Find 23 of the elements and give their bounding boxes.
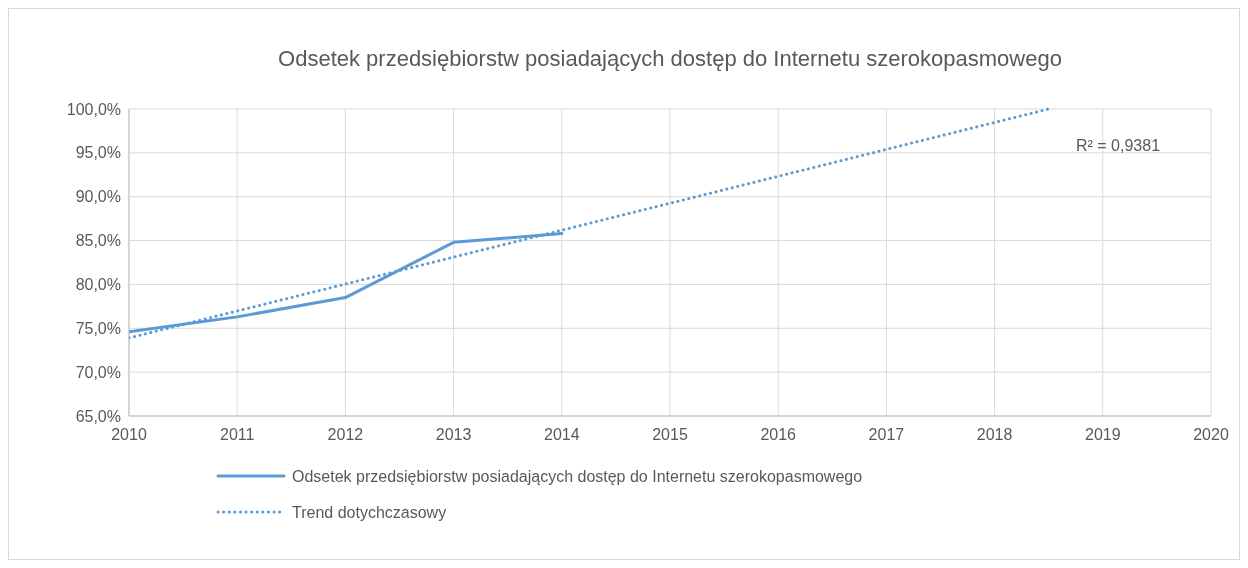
x-tick-label: 2017 [868, 426, 905, 443]
x-tick-label: 2015 [652, 426, 688, 443]
legend-label: Trend dotychczasowy [292, 503, 447, 521]
x-tick-label: 2014 [544, 426, 580, 443]
legend-label: Odsetek przedsiębiorstw posiadających dostęp do Internetu szerokopasmowego [292, 467, 863, 485]
x-tick-label: 2019 [1085, 426, 1121, 443]
chart-title: Odsetek przedsiębiorstw posiadających dostęp do Internetu szerokopasmowego [278, 46, 1062, 71]
x-tick-label: 2010 [111, 426, 147, 443]
x-tick-label: 2016 [760, 426, 797, 443]
x-tick-label: 2013 [435, 426, 472, 443]
y-tick-label: 70,0% [75, 363, 121, 381]
x-tick-label: 2012 [327, 426, 364, 443]
y-tick-label: 100,0% [66, 100, 121, 118]
annotation: R² = 0,9381 [1076, 137, 1161, 154]
x-tick-label: 2020 [1193, 426, 1229, 443]
x-tick-label: 2018 [976, 426, 1013, 443]
y-tick-label: 75,0% [75, 319, 121, 337]
y-tick-label: 80,0% [75, 276, 121, 294]
x-tick-label: 2011 [220, 426, 255, 443]
y-tick-label: 85,0% [75, 232, 121, 250]
y-tick-label: 65,0% [75, 407, 121, 425]
y-tick-label: 90,0% [75, 188, 121, 206]
y-tick-label: 95,0% [75, 144, 121, 162]
